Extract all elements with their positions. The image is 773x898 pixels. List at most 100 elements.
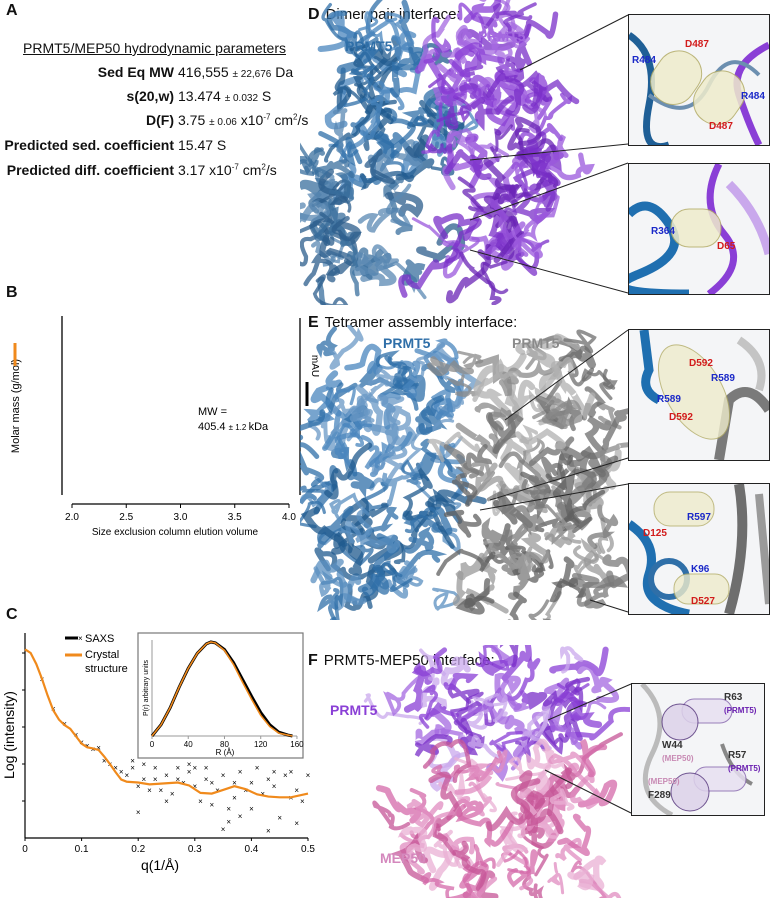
x-tick-label: 0.2 bbox=[131, 844, 145, 855]
protein-ribbon bbox=[453, 700, 483, 739]
saxs-point: × bbox=[238, 812, 243, 821]
protein-ribbon bbox=[351, 252, 376, 276]
saxs-point: × bbox=[283, 771, 288, 780]
protein-ribbon bbox=[469, 95, 515, 132]
dimer-structure-image bbox=[300, 0, 595, 305]
protein-ribbon bbox=[499, 645, 519, 668]
protein-ribbon bbox=[382, 461, 424, 507]
protein-ribbon bbox=[411, 217, 480, 254]
saxs-point: × bbox=[272, 782, 277, 791]
x-tick-label: 2.0 bbox=[65, 512, 79, 523]
residue-label: D527 bbox=[691, 596, 715, 607]
protein-ribbon bbox=[456, 803, 514, 848]
protein-ribbon bbox=[332, 108, 348, 153]
prmt5-mep50-inset: R63 (PRMT5) W44 (MEP50) R57 (PRMT5) (MEP… bbox=[631, 683, 765, 816]
pr-curve bbox=[151, 641, 293, 737]
protein-ribbon bbox=[443, 509, 482, 538]
residue-label: D65 bbox=[717, 241, 736, 252]
protein-ribbon bbox=[446, 374, 479, 397]
protein-ribbon bbox=[505, 545, 554, 573]
protein-ribbon bbox=[402, 360, 421, 399]
chain-label: (PRMT5) bbox=[724, 706, 757, 715]
prmt5-label: PRMT5 bbox=[478, 28, 526, 44]
protein-ribbon bbox=[436, 47, 468, 84]
protein-ribbon bbox=[505, 522, 529, 557]
protein-ribbon bbox=[328, 172, 355, 204]
inset-structure-image bbox=[639, 330, 769, 460]
protein-ribbon bbox=[514, 428, 567, 458]
x-tick-label: 0.4 bbox=[244, 844, 258, 855]
protein-ribbon bbox=[340, 502, 389, 536]
protein-ribbon bbox=[486, 72, 525, 117]
tetramer-structure-image bbox=[300, 325, 630, 620]
protein-ribbon bbox=[547, 861, 565, 895]
row-label: D(F) bbox=[146, 112, 174, 128]
protein-ribbon bbox=[366, 80, 394, 104]
x-tick-label: 0.1 bbox=[75, 844, 89, 855]
protein-ribbon bbox=[349, 419, 373, 439]
saxs-point: × bbox=[260, 790, 265, 799]
saxs-point: × bbox=[249, 779, 254, 788]
protein-ribbon bbox=[300, 147, 326, 175]
saxs-point: × bbox=[306, 771, 311, 780]
saxs-point: × bbox=[164, 797, 169, 806]
saxs-point: × bbox=[113, 764, 118, 773]
saxs-point: × bbox=[175, 775, 180, 784]
saxs-point: × bbox=[142, 775, 147, 784]
tetramer-inset-2: R597 D125 K96 D527 bbox=[628, 483, 770, 615]
protein-ribbon bbox=[406, 798, 444, 829]
pr-inset-frame bbox=[137, 632, 304, 759]
saxs-point: × bbox=[159, 786, 164, 795]
protein-ribbon bbox=[480, 82, 502, 108]
table-row: D(F) 3.75 ± 0.06 x10-7 cm2/s bbox=[0, 112, 310, 132]
protein-ribbon bbox=[504, 714, 531, 758]
protein-ribbon bbox=[363, 693, 425, 726]
protein-ribbon bbox=[404, 506, 439, 534]
protein-ribbon bbox=[371, 244, 399, 270]
protein-ribbon bbox=[393, 514, 429, 565]
inset-structure-image bbox=[629, 484, 769, 614]
saxs-point: × bbox=[142, 760, 147, 769]
protein-ribbon bbox=[381, 560, 413, 592]
row-value: 13.474 ± 0.032 S bbox=[178, 88, 272, 104]
protein-ribbon bbox=[300, 409, 326, 441]
crystal-structure-line bbox=[24, 648, 309, 799]
residue-label: R589 bbox=[657, 394, 681, 405]
legend-crystal-label: Crystal bbox=[85, 649, 119, 661]
protein-ribbon bbox=[420, 438, 457, 479]
protein-ribbon bbox=[559, 646, 584, 674]
residue-label: R597 bbox=[687, 512, 711, 523]
protein-ribbon bbox=[300, 201, 331, 222]
protein-ribbon bbox=[505, 655, 541, 702]
residue-label: R63 bbox=[724, 692, 743, 703]
protein-ribbon bbox=[426, 356, 474, 377]
protein-ribbon bbox=[468, 749, 508, 778]
protein-ribbon bbox=[358, 11, 398, 52]
protein-ribbon bbox=[360, 256, 397, 287]
protein-ribbon bbox=[457, 350, 484, 370]
protein-ribbon bbox=[413, 647, 448, 677]
saxs-point: × bbox=[192, 764, 197, 773]
protein-ribbon bbox=[383, 673, 424, 717]
chain-label: (MEP50) bbox=[662, 754, 694, 763]
chain-label: (MEP50) bbox=[648, 777, 680, 786]
protein-ribbon bbox=[334, 67, 352, 113]
protein-ribbon bbox=[518, 122, 563, 146]
protein-ribbon bbox=[599, 368, 618, 401]
protein-ribbon bbox=[325, 386, 356, 406]
residue-label: R57 bbox=[728, 750, 747, 761]
protein-ribbon bbox=[484, 692, 508, 723]
saxs-point: × bbox=[170, 790, 175, 799]
protein-ribbon bbox=[329, 492, 370, 522]
residue-label: W44 bbox=[662, 740, 683, 751]
row-label: Sed Eq MW bbox=[97, 64, 174, 80]
protein-ribbon bbox=[573, 870, 595, 891]
protein-ribbon bbox=[475, 645, 510, 671]
protein-ribbon bbox=[501, 645, 532, 682]
saxs-point: × bbox=[294, 819, 299, 828]
inset-x-tick-label: 80 bbox=[220, 740, 229, 749]
protein-ribbon bbox=[555, 512, 582, 544]
protein-ribbon bbox=[409, 452, 437, 481]
annotation-line1: MW = bbox=[198, 406, 227, 418]
chain-label: (PRMT5) bbox=[728, 764, 761, 773]
